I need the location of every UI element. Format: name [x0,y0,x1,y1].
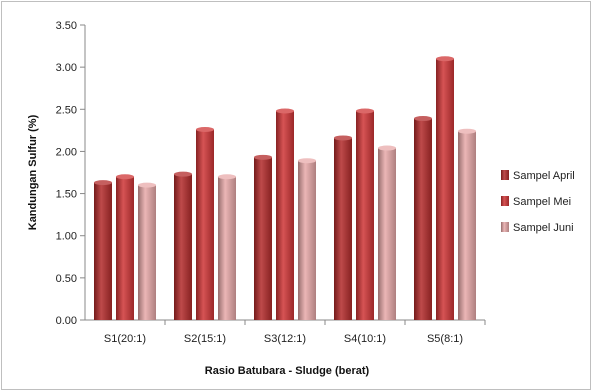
bar-cap [138,182,156,188]
bar-sampel-mei-1 [116,176,134,320]
bar-cap [458,128,476,134]
bar-cap [356,108,374,114]
bar-cap [378,145,396,151]
x-axis-title: Rasio Batubara - Sludge (berat) [205,365,370,377]
y-tick-label: 1.00 [56,231,77,243]
y-tick-label: 0.00 [56,315,77,327]
legend-label: Sampel Mei [513,196,571,208]
bar-sampel-juni-4 [378,148,396,320]
bar-cap [116,174,134,180]
y-tick-label: 2.00 [56,146,77,158]
legend-swatch [501,222,509,232]
bar-cap [276,108,294,114]
legend-swatch [501,170,509,180]
x-tick-label: S4(10:1) [344,333,386,345]
x-tick-label: S3(12:1) [264,333,306,345]
bar-sampel-mei-5 [436,58,454,320]
bar-sampel-juni-2 [218,176,236,320]
bar-sampel-april-2 [174,174,192,320]
bar-sampel-juni-1 [138,185,156,320]
legend-label: Sampel April [513,170,575,182]
bar-cap [414,116,432,122]
bar-cap [218,174,236,180]
y-tick-label: 2.50 [56,104,77,116]
x-tick-label: S2(15:1) [184,333,226,345]
bar-cap [254,154,272,160]
y-axis-title: Kandungan Sulfur (%) [27,114,39,230]
bar-sampel-april-4 [334,137,352,320]
bar-cap [298,158,316,164]
legend: Sampel April Sampel Mei Sampel Juni [501,170,575,234]
y-tick-label: 1.50 [56,189,77,201]
bar-sampel-mei-4 [356,110,374,320]
x-ticks: S1(20:1) S2(15:1) S3(12:1) S4(10:1) S5(8:1) [104,320,486,345]
bar-sampel-juni-5 [458,131,476,320]
bar-sampel-mei-2 [196,129,214,320]
bar-cap [196,127,214,133]
bar-cap [94,180,112,186]
bar-cap [174,171,192,177]
x-tick-label: S5(8:1) [427,333,463,345]
bar-cap [334,135,352,141]
bar-sampel-april-5 [414,118,432,320]
y-ticks: 0.00 0.50 1.00 1.50 2.00 2.50 3.00 3.50 [56,20,85,327]
bar-cap [436,56,454,62]
y-tick-label: 3.00 [56,62,77,74]
legend-swatch [501,196,509,206]
bar-sampel-juni-3 [298,160,316,320]
y-tick-label: 3.50 [56,20,77,32]
bars [94,56,476,320]
bar-sampel-april-1 [94,182,112,320]
bar-sampel-april-3 [254,157,272,320]
y-tick-label: 0.50 [56,273,77,285]
x-tick-label: S1(20:1) [104,333,146,345]
bar-sampel-mei-3 [276,110,294,320]
legend-label: Sampel Juni [513,222,574,234]
